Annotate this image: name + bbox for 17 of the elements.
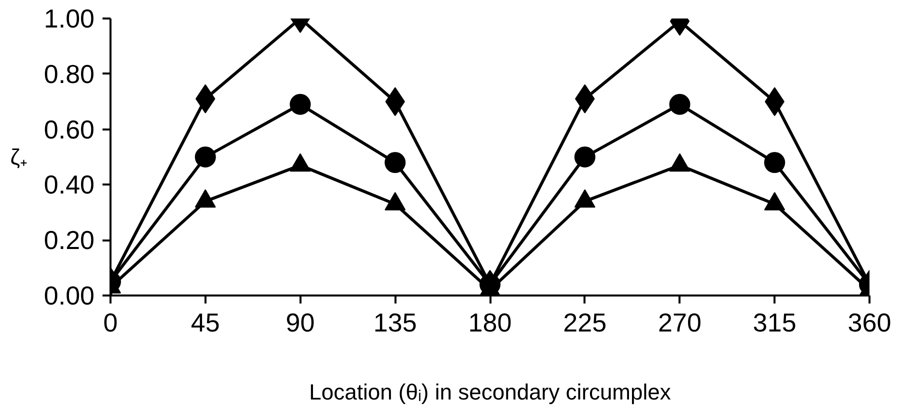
y-tick-label: 0.00 [44,280,95,310]
x-axis-title: Location (θᵢ) in secondary circumplex [309,380,671,404]
x-tick-label: 135 [373,308,417,338]
y-tick-label: 0.40 [44,170,95,200]
y-axis-title: ζ₊ [10,144,27,170]
y-tick-label: 1.00 [44,4,95,34]
x-tick-label: 90 [286,308,315,338]
y-tick-label: 0.80 [44,58,95,89]
x-tick-label: 45 [190,308,220,338]
y-tick-label: 0.60 [44,114,95,144]
x-tick-label: 180 [468,308,512,338]
x-tick-label: 225 [563,308,607,338]
x-tick-label: 0 [103,308,118,338]
y-tick-label: 0.20 [44,225,95,256]
x-tick-label: 315 [752,308,796,338]
x-tick-label: 270 [658,308,702,338]
x-tick-label: 360 [848,308,892,338]
